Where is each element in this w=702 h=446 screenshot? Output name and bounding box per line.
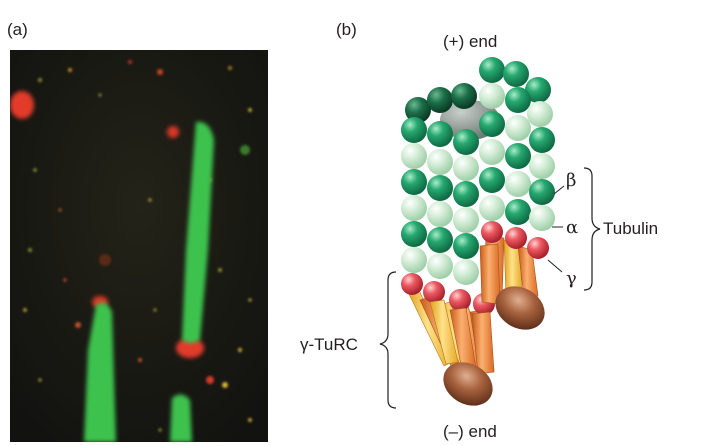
panel-a-label: (a) xyxy=(7,20,28,39)
microtubule-lattice xyxy=(401,57,555,285)
gamma-label: γ xyxy=(566,268,577,289)
minus-end-label: (–) end xyxy=(443,422,497,441)
beta-pointer xyxy=(553,185,565,195)
micrograph-image xyxy=(10,50,268,442)
microtubule-diagram: (+) end (–) end β α γ Tubulin γ-TuRC xyxy=(300,32,658,441)
gamma-tubulin-ring xyxy=(401,221,549,315)
beta-label: β xyxy=(566,170,576,191)
alpha-label: α xyxy=(566,217,578,238)
tubulin-label: Tubulin xyxy=(603,219,658,238)
red-seeds xyxy=(10,91,204,358)
micrograph-speckles xyxy=(23,60,252,432)
gamma-turc-caps xyxy=(443,286,545,406)
plus-end-label: (+) end xyxy=(443,32,497,51)
gamma-turc-label: γ-TuRC xyxy=(300,335,358,354)
gamma-pointer xyxy=(547,259,563,273)
panel-b-label: (b) xyxy=(336,20,357,39)
micrograph-background xyxy=(10,50,268,442)
green-microtubules xyxy=(84,121,214,442)
tubulin-brace xyxy=(583,167,601,291)
gamma-turc-brace xyxy=(379,271,397,409)
